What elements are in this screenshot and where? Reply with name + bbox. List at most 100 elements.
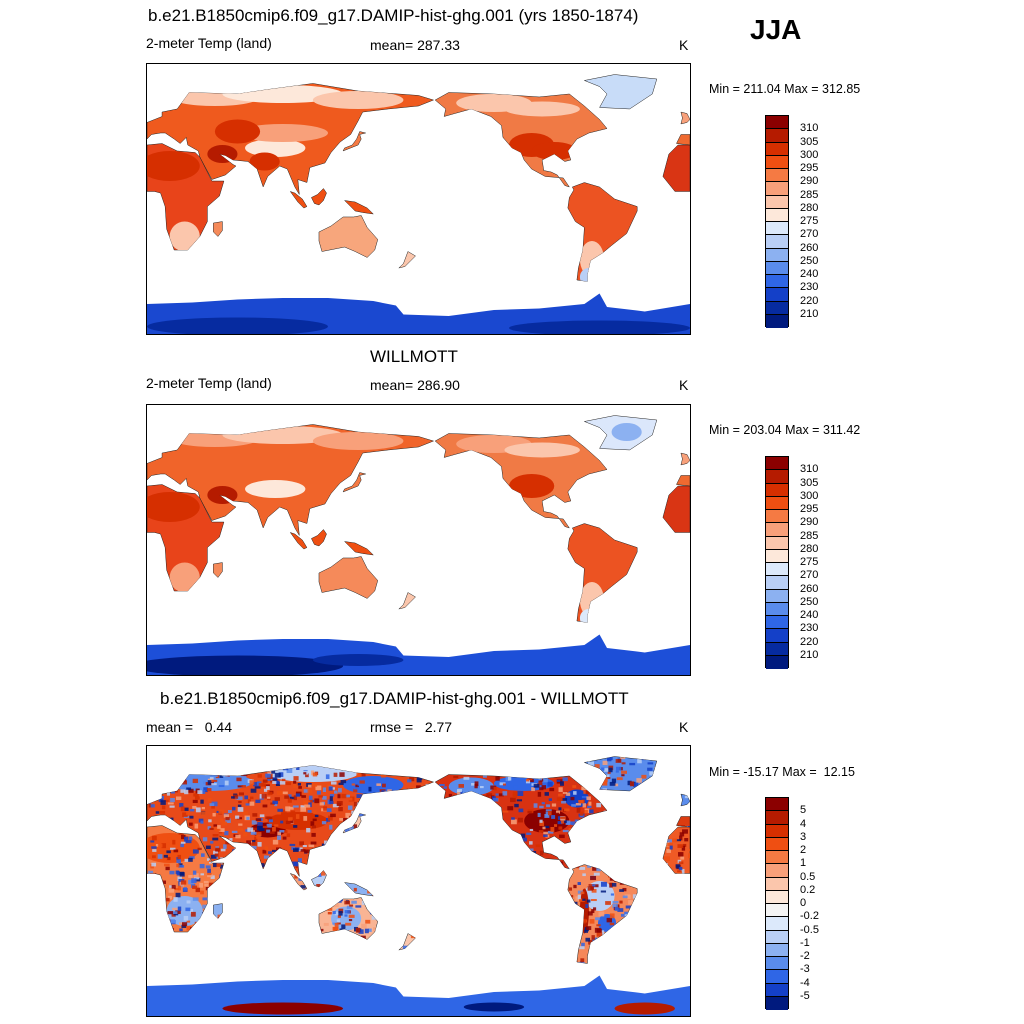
speckle-cell <box>186 900 191 904</box>
speckle-cell <box>580 962 585 964</box>
speckle-cell <box>669 845 673 850</box>
speckle-cell <box>525 862 531 865</box>
speckle-cell <box>224 780 229 786</box>
speckle-cell <box>361 923 367 929</box>
speckle-cell <box>496 835 502 840</box>
speckle-cell <box>364 895 369 896</box>
speckle-cell <box>505 849 510 854</box>
speckle-cell <box>282 836 287 840</box>
colorbar-label: 285 <box>800 529 819 542</box>
speckle-cell <box>283 830 288 834</box>
speckle-cell <box>423 828 428 834</box>
speckle-cell <box>663 837 667 842</box>
speckle-cell <box>463 852 469 856</box>
speckle-cell <box>460 825 465 828</box>
speckle-cell <box>337 865 343 868</box>
speckle-cell <box>372 852 376 858</box>
speckle-cell <box>167 782 172 787</box>
speckle-cell <box>466 864 471 869</box>
speckle-cell <box>502 834 509 840</box>
speckle-cell <box>364 928 369 934</box>
speckle-cell <box>172 907 178 911</box>
speckle-cell <box>621 942 627 947</box>
speckle-cell <box>244 864 249 869</box>
speckle-cell <box>581 795 588 799</box>
speckle-cell <box>314 814 319 818</box>
speckle-cell <box>175 796 182 801</box>
land-sumatra <box>289 531 308 550</box>
speckle-cell <box>328 769 334 773</box>
speckle-cell <box>204 921 209 926</box>
colorbar-box <box>766 576 788 590</box>
speckle-cell <box>680 868 685 874</box>
speckle-cell <box>375 929 378 934</box>
speckle-cell <box>328 815 333 821</box>
speckle-cell <box>199 863 205 869</box>
speckle-cell <box>147 822 154 827</box>
colorbar-boxes <box>765 797 789 1010</box>
speckle-cell <box>647 767 653 771</box>
colorbar-label: 260 <box>800 582 819 595</box>
speckle-cell <box>574 935 580 939</box>
speckle-cell <box>589 809 594 814</box>
speckle-cell <box>517 791 524 796</box>
speckle-cell <box>494 844 501 849</box>
speckle-cell <box>448 830 455 835</box>
speckle-cell <box>316 777 322 782</box>
land-nz <box>398 933 416 951</box>
speckle-cell <box>558 793 563 797</box>
land-shading-africa <box>147 491 200 592</box>
speckle-cell <box>209 777 214 780</box>
speckle-cell <box>311 849 315 854</box>
colorbar-box <box>766 116 788 130</box>
speckle-cell <box>414 866 419 870</box>
speckle-cell <box>361 871 365 874</box>
speckle-cell <box>296 783 302 786</box>
speckle-cell <box>304 804 311 808</box>
speckle-cell <box>211 783 217 786</box>
speckle-cell <box>634 911 638 914</box>
speckle-cell <box>459 843 463 847</box>
speckle-cell <box>195 887 201 893</box>
speckle-cell <box>484 838 491 843</box>
speckle-cell <box>514 803 519 808</box>
speckle-cell <box>169 805 175 808</box>
shading-patch <box>169 221 200 251</box>
speckle-cell <box>210 916 215 922</box>
speckle-cell <box>200 873 204 876</box>
speckle-cell <box>608 949 613 953</box>
speckle-cell <box>441 853 447 857</box>
speckle-cell <box>603 777 608 782</box>
speckle-cell <box>189 856 195 860</box>
colorbar-box <box>766 996 788 1010</box>
speckle-cell <box>293 848 299 852</box>
speckle-cell <box>322 796 327 800</box>
speckle-cell <box>679 835 683 841</box>
speckle-cell <box>683 843 687 847</box>
speckle-cell <box>601 780 607 785</box>
speckle-cell <box>289 819 294 824</box>
speckle-cell <box>615 770 619 773</box>
speckle-cell <box>677 844 684 848</box>
speckle-cell <box>551 815 556 819</box>
speckle-cell <box>298 786 302 789</box>
speckle-cell <box>163 767 168 772</box>
speckle-cell <box>303 816 308 821</box>
speckle-cell <box>451 862 456 868</box>
speckle-cell <box>383 765 388 771</box>
speckle-cell <box>186 811 190 815</box>
speckle-cell <box>521 853 525 857</box>
speckle-cell <box>455 836 460 842</box>
speckle-cell <box>562 829 569 833</box>
speckle-cell <box>338 853 343 857</box>
speckle-cell <box>245 803 250 806</box>
speckle-cell <box>499 836 505 839</box>
speckle-cell <box>323 806 328 811</box>
speckle-cell <box>232 806 236 811</box>
speckle-cell <box>236 777 242 782</box>
speckle-cell <box>666 849 671 853</box>
land-iberia <box>676 475 690 487</box>
speckle-cell <box>359 852 365 855</box>
speckle-cell <box>189 909 194 914</box>
speckle-cell <box>419 767 424 770</box>
